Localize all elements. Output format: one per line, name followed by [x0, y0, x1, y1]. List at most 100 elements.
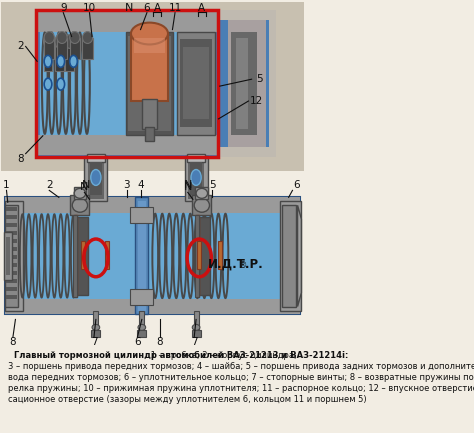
Bar: [197, 241, 201, 269]
Bar: [38, 12, 217, 32]
Text: 10: 10: [83, 3, 96, 13]
Bar: [87, 154, 105, 162]
Circle shape: [55, 35, 64, 48]
Circle shape: [57, 55, 64, 67]
Bar: [44, 42, 53, 71]
Text: 7: 7: [191, 337, 198, 347]
Text: 8: 8: [9, 337, 16, 347]
Bar: [195, 215, 199, 297]
Bar: [7, 223, 17, 227]
Ellipse shape: [196, 188, 208, 198]
Bar: [282, 205, 296, 307]
Ellipse shape: [74, 188, 86, 198]
Bar: [137, 330, 146, 337]
Bar: [105, 241, 109, 269]
Text: 6: 6: [134, 337, 141, 347]
Bar: [84, 155, 107, 201]
Bar: [40, 32, 215, 135]
Bar: [219, 10, 276, 157]
Text: N: N: [125, 3, 133, 13]
Bar: [6, 237, 10, 275]
Bar: [7, 239, 17, 243]
Bar: [88, 160, 103, 199]
Ellipse shape: [131, 23, 168, 45]
Bar: [5, 197, 300, 314]
Bar: [7, 271, 17, 275]
Circle shape: [57, 78, 64, 90]
Bar: [180, 39, 212, 127]
Bar: [195, 187, 208, 199]
Text: 3: 3: [123, 181, 130, 191]
Bar: [38, 135, 217, 155]
Text: N: N: [183, 181, 192, 191]
Text: И.Д.Т.Р.: И.Д.Т.Р.: [208, 257, 264, 270]
Bar: [191, 162, 202, 195]
Bar: [70, 38, 80, 59]
Bar: [5, 205, 18, 307]
Text: 1 – пробка; 2 – корпус цилиндра;: 1 – пробка; 2 – корпус цилиндра;: [148, 351, 297, 360]
Circle shape: [191, 170, 201, 185]
Bar: [77, 217, 88, 294]
Bar: [196, 215, 199, 297]
Text: 11: 11: [168, 3, 182, 13]
Text: Главный тормозной цилиндр автомобилей ВАЗ-21213 и ВАЗ-21214i:: Главный тормозной цилиндр автомобилей ВА…: [14, 351, 348, 360]
Bar: [184, 155, 208, 201]
Bar: [192, 195, 211, 215]
Bar: [237, 38, 248, 129]
Text: сационное отверстие (зазоры между уплотнителем 6, кольцом 11 и поршнем 5): сационное отверстие (зазоры между уплотн…: [8, 395, 366, 404]
Bar: [36, 10, 219, 157]
Bar: [91, 330, 100, 337]
Text: 12: 12: [250, 96, 264, 106]
Text: A: A: [154, 3, 161, 13]
Bar: [57, 38, 67, 59]
Text: 8: 8: [17, 154, 24, 164]
Bar: [130, 289, 153, 304]
Bar: [36, 10, 219, 157]
Bar: [193, 310, 199, 333]
Ellipse shape: [70, 32, 80, 43]
Bar: [82, 38, 93, 59]
Text: 4: 4: [137, 181, 144, 191]
Bar: [177, 32, 215, 135]
Bar: [81, 241, 85, 269]
Bar: [219, 19, 270, 147]
Circle shape: [70, 55, 77, 67]
Text: N: N: [80, 182, 89, 192]
Polygon shape: [298, 205, 301, 307]
Bar: [7, 255, 17, 259]
Bar: [145, 127, 154, 141]
Text: 2: 2: [46, 181, 53, 191]
Bar: [189, 160, 204, 199]
Bar: [143, 99, 156, 129]
Ellipse shape: [72, 198, 88, 212]
Bar: [1, 2, 304, 171]
Bar: [90, 162, 101, 195]
Bar: [44, 38, 55, 59]
Bar: [231, 32, 257, 135]
Bar: [139, 310, 145, 333]
Text: ®: ®: [238, 262, 247, 270]
Text: 3 – поршень привода передних тормозов; 4 – шайба; 5 – поршень привода задних тор: 3 – поршень привода передних тормозов; 4…: [8, 362, 474, 371]
Bar: [218, 241, 222, 269]
Text: 6: 6: [144, 3, 150, 13]
Circle shape: [44, 35, 53, 48]
Text: 5: 5: [209, 181, 215, 191]
Ellipse shape: [192, 324, 200, 330]
Bar: [73, 187, 86, 199]
Bar: [55, 42, 64, 71]
Bar: [191, 330, 201, 337]
Bar: [93, 310, 99, 333]
Ellipse shape: [92, 324, 100, 330]
Bar: [4, 232, 11, 280]
Bar: [7, 279, 17, 283]
Bar: [5, 299, 300, 314]
Bar: [5, 201, 23, 310]
Text: A: A: [198, 3, 205, 13]
Bar: [7, 294, 17, 299]
Bar: [199, 217, 210, 294]
Text: 2: 2: [17, 42, 24, 52]
Bar: [138, 201, 146, 310]
Circle shape: [65, 35, 74, 48]
Text: N: N: [82, 181, 90, 191]
Bar: [280, 201, 301, 310]
